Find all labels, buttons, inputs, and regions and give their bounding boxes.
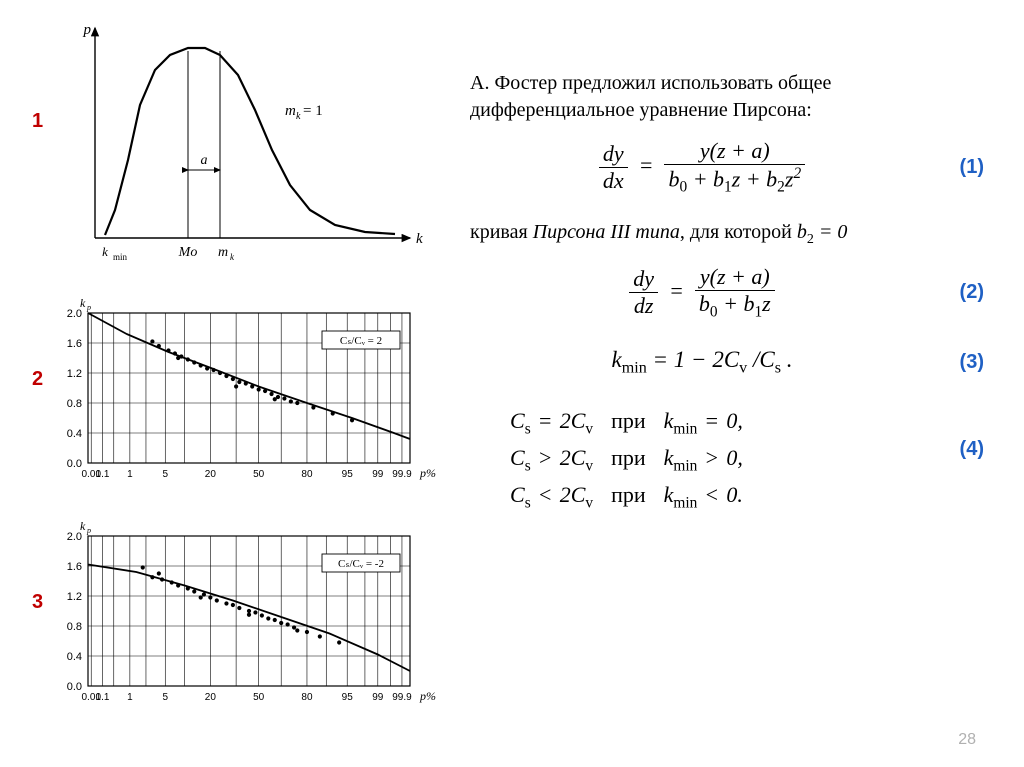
figure-3: 3 0.00.40.81.21.62.0kp0.010.115205080959… (40, 516, 440, 721)
svg-text:1.6: 1.6 (67, 338, 82, 350)
svg-text:k: k (230, 252, 235, 262)
svg-text:99: 99 (372, 469, 384, 480)
svg-text:50: 50 (253, 469, 265, 480)
svg-text:80: 80 (301, 469, 313, 480)
intro-line-1: А. Фостер предложил использовать общее (470, 72, 831, 94)
svg-text:min: min (113, 252, 128, 262)
svg-text:1: 1 (127, 692, 133, 703)
svg-text:= 1: = 1 (303, 103, 323, 119)
svg-text:m: m (285, 103, 296, 119)
svg-text:Cₛ/Cᵥ = -2: Cₛ/Cᵥ = -2 (338, 558, 384, 570)
svg-text:0.4: 0.4 (67, 428, 82, 440)
equation-1-row: dydx = y(z + a) b0 + b1z + b2z2 (1) (470, 138, 984, 197)
svg-text:0.1: 0.1 (96, 469, 110, 480)
figure-1-label: 1 (32, 110, 43, 133)
svg-text:p: p (83, 22, 92, 38)
svg-text:0.8: 0.8 (67, 398, 82, 410)
svg-text:95: 95 (342, 469, 354, 480)
svg-text:k: k (80, 296, 86, 310)
figure-2-label: 2 (32, 368, 43, 391)
svg-text:20: 20 (205, 692, 217, 703)
density-curve-chart: pkamk = 1kminMomk (40, 20, 430, 270)
equation-4-row: Cs = 2Cvприkmin = 0, Cs > 2Cvприkmin > 0… (470, 404, 984, 516)
intro-text: А. Фостер предложил использовать общее д… (470, 70, 984, 124)
svg-text:Cₛ/Cᵥ = 2: Cₛ/Cᵥ = 2 (340, 335, 382, 347)
svg-text:p%: p% (419, 466, 436, 480)
svg-text:0.1: 0.1 (96, 692, 110, 703)
svg-text:Mo: Mo (178, 245, 198, 260)
svg-text:99.9: 99.9 (392, 692, 412, 703)
svg-text:1.2: 1.2 (67, 368, 82, 380)
figure-1: 1 pkamk = 1kminMomk (40, 20, 440, 275)
svg-text:m: m (218, 245, 228, 260)
svg-text:20: 20 (205, 469, 217, 480)
svg-text:k: k (80, 519, 86, 533)
svg-text:50: 50 (253, 692, 265, 703)
svg-text:a: a (201, 153, 208, 168)
svg-text:99: 99 (372, 692, 384, 703)
equation-2-row: dydz = y(z + a) b0 + b1z (2) (470, 264, 984, 321)
svg-text:k: k (416, 231, 423, 247)
svg-text:99.9: 99.9 (392, 469, 412, 480)
svg-text:1.6: 1.6 (67, 561, 82, 573)
svg-text:1.2: 1.2 (67, 591, 82, 603)
svg-text:1: 1 (127, 469, 133, 480)
equation-3-row: kmin = 1 − 2Cv /Cs . (3) (470, 347, 984, 378)
probability-plot-neg: 0.00.40.81.21.62.0kp0.010.11520508095999… (40, 516, 440, 716)
svg-text:k: k (296, 111, 301, 122)
text-column: А. Фостер предложил использовать общее д… (470, 20, 984, 721)
svg-text:0.8: 0.8 (67, 621, 82, 633)
figure-2: 2 0.00.40.81.21.62.0kp0.010.115205080959… (40, 293, 440, 498)
svg-text:p: p (86, 303, 91, 312)
equation-3-number: (3) (934, 351, 984, 374)
equation-2: dydz = y(z + a) b0 + b1z (470, 264, 934, 321)
svg-text:0.4: 0.4 (67, 651, 82, 663)
svg-text:0.0: 0.0 (67, 458, 82, 470)
equation-2-number: (2) (934, 281, 984, 304)
pearson3-text: кривая Пирсона III типа, для которой b2 … (470, 219, 984, 250)
svg-text:5: 5 (162, 469, 168, 480)
svg-text:95: 95 (342, 692, 354, 703)
equation-1-number: (1) (934, 156, 984, 179)
svg-text:0.0: 0.0 (67, 681, 82, 693)
svg-text:5: 5 (162, 692, 168, 703)
probability-plot-pos: 0.00.40.81.21.62.0kp0.010.11520508095999… (40, 293, 440, 493)
equation-4-conditions: Cs = 2Cvприkmin = 0, Cs > 2Cvприkmin > 0… (510, 404, 743, 516)
svg-text:p%: p% (419, 689, 436, 703)
svg-text:80: 80 (301, 692, 313, 703)
equation-3: kmin = 1 − 2Cv /Cs . (470, 347, 934, 378)
intro-line-2: дифференциальное уравнение Пирсона: (470, 99, 812, 121)
slide-number: 28 (958, 731, 976, 749)
equation-4-number: (4) (934, 438, 984, 461)
figure-3-label: 3 (32, 591, 43, 614)
svg-text:p: p (86, 526, 91, 535)
equation-1: dydx = y(z + a) b0 + b1z + b2z2 (470, 138, 934, 197)
svg-text:k: k (102, 244, 108, 259)
